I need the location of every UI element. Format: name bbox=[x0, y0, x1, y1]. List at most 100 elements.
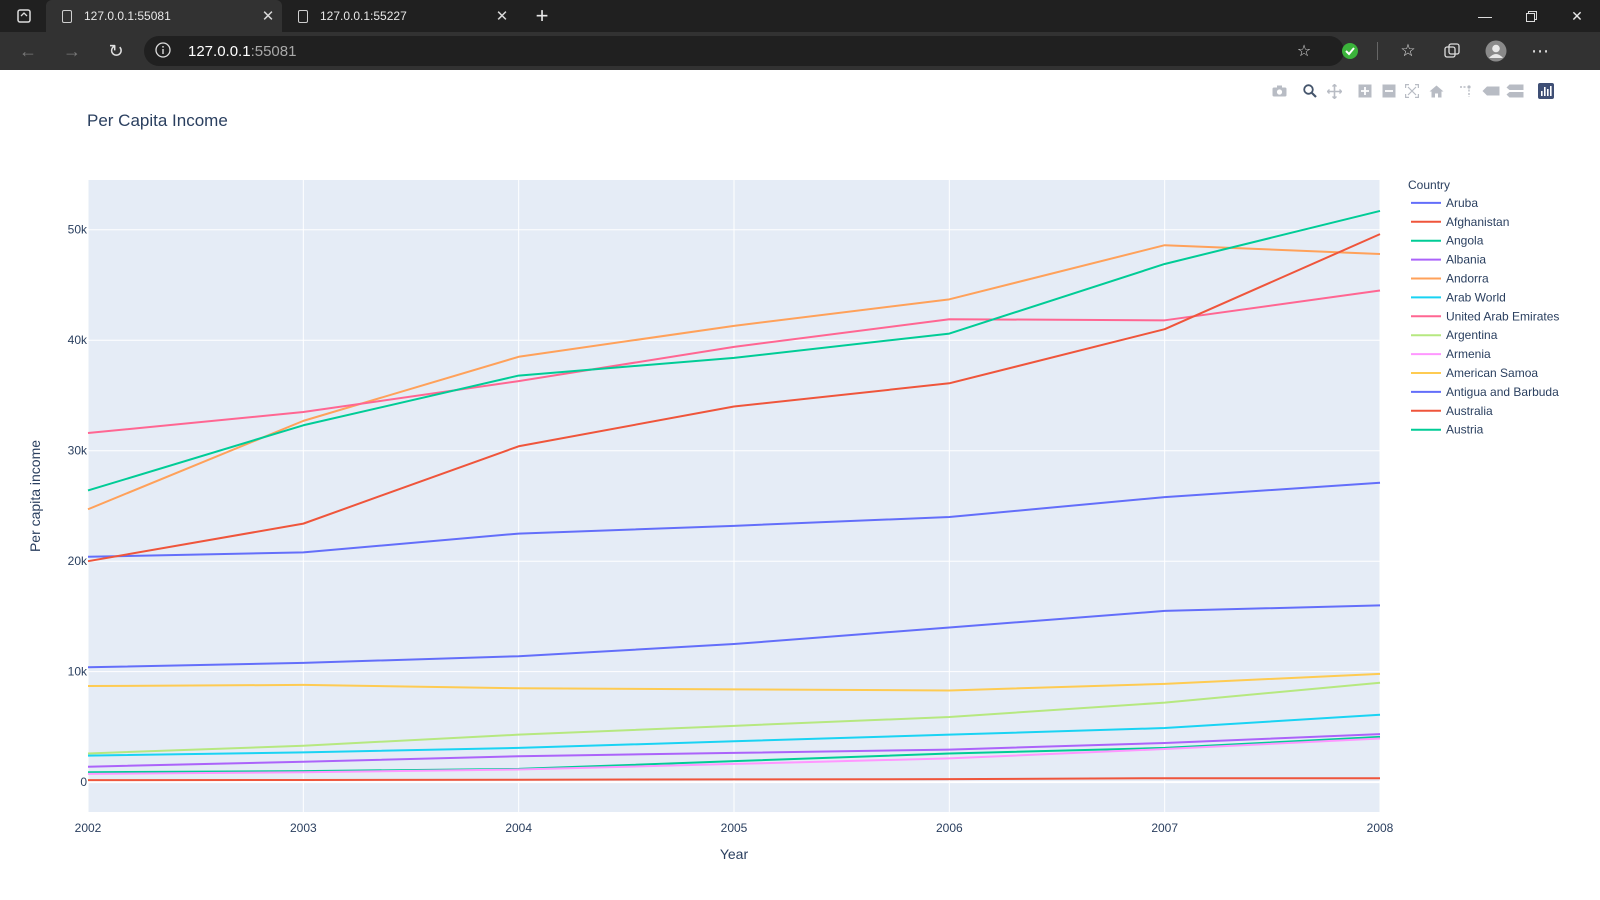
y-tick-label: 20k bbox=[68, 554, 88, 568]
y-tick-label: 0 bbox=[80, 775, 87, 789]
gridlines bbox=[87, 180, 1381, 812]
back-icon[interactable]: ← bbox=[19, 40, 37, 61]
spike-lines-icon[interactable] bbox=[1457, 82, 1475, 100]
legend: Aruba Afghanistan Angola Albania Andorra Arab… bbox=[1411, 196, 1559, 437]
close-icon[interactable]: ✕ bbox=[261, 8, 275, 25]
toolbar-divider bbox=[1377, 42, 1378, 60]
series-line-9[interactable] bbox=[87, 672, 1381, 692]
x-tick-label: 2003 bbox=[290, 821, 317, 835]
legend-label: Andorra bbox=[1446, 272, 1489, 286]
url-port: :55081 bbox=[250, 43, 297, 60]
series-line-11[interactable] bbox=[87, 233, 1381, 563]
restore-icon[interactable] bbox=[1508, 0, 1554, 32]
x-tick-label: 2002 bbox=[75, 821, 102, 835]
tab-inactive[interactable]: 127.0.0.1:55227 ✕ bbox=[282, 0, 516, 32]
x-axis-ticks: 2002 2003 2004 2005 2006 2007 2008 bbox=[75, 821, 1394, 835]
pan-icon[interactable] bbox=[1325, 82, 1343, 100]
legend-label: Antigua and Barbuda bbox=[1446, 385, 1559, 399]
legend-label: Aruba bbox=[1446, 196, 1478, 210]
series-lines bbox=[87, 209, 1381, 782]
series-line-4[interactable] bbox=[87, 244, 1381, 511]
x-tick-label: 2006 bbox=[936, 821, 963, 835]
url-text: 127.0.0.1:55081 bbox=[188, 43, 296, 60]
minimize-icon[interactable]: — bbox=[1478, 8, 1492, 24]
y-axis-ticks: 0 10k 20k 30k 40k 50k bbox=[68, 223, 88, 789]
camera-icon[interactable] bbox=[1270, 82, 1288, 100]
collections-icon[interactable] bbox=[1432, 32, 1472, 70]
address-bar[interactable]: 127.0.0.1:55081 ☆ bbox=[144, 36, 1344, 66]
tab-title: 127.0.0.1:55227 bbox=[320, 9, 407, 23]
legend-title: Country bbox=[1408, 178, 1450, 192]
legend-item[interactable]: Arab World bbox=[1411, 290, 1506, 304]
series-line-3[interactable] bbox=[87, 733, 1381, 768]
new-tab-icon[interactable]: + bbox=[535, 3, 549, 28]
hover-compare-icon[interactable] bbox=[1506, 82, 1524, 100]
autoscale-icon[interactable] bbox=[1403, 82, 1421, 100]
legend-item[interactable]: Aruba bbox=[1411, 196, 1478, 210]
series-line-0[interactable] bbox=[87, 481, 1381, 558]
hover-closest-icon[interactable] bbox=[1482, 82, 1500, 100]
legend-item[interactable]: Angola bbox=[1411, 234, 1484, 248]
legend-label: United Arab Emirates bbox=[1446, 309, 1559, 323]
legend-item[interactable]: Australia bbox=[1411, 404, 1493, 418]
browser-titlebar: 127.0.0.1:55081 ✕ 127.0.0.1:55227 ✕ + — … bbox=[0, 0, 1600, 32]
legend-label: Armenia bbox=[1446, 347, 1491, 361]
shield-check-icon[interactable] bbox=[1330, 32, 1370, 70]
close-icon[interactable]: ✕ bbox=[495, 8, 509, 25]
legend-item[interactable]: American Samoa bbox=[1411, 366, 1538, 380]
zoom-icon[interactable] bbox=[1301, 82, 1319, 100]
legend-label: Australia bbox=[1446, 404, 1493, 418]
legend-label: Albania bbox=[1446, 253, 1486, 267]
tab-title: 127.0.0.1:55081 bbox=[84, 9, 171, 23]
reload-icon[interactable]: ↻ bbox=[108, 40, 124, 61]
series-line-10[interactable] bbox=[87, 604, 1381, 669]
legend-item[interactable]: Antigua and Barbuda bbox=[1411, 385, 1559, 399]
forward-icon[interactable]: → bbox=[63, 40, 81, 61]
series-line-7[interactable] bbox=[87, 681, 1381, 755]
series-line-5[interactable] bbox=[87, 713, 1381, 757]
window-close-icon[interactable]: ✕ bbox=[1571, 7, 1583, 24]
legend-item[interactable]: Austria bbox=[1411, 423, 1484, 437]
home-icon[interactable] bbox=[1427, 82, 1445, 100]
series-line-8[interactable] bbox=[87, 737, 1381, 775]
plotly-logo-icon[interactable] bbox=[1537, 82, 1555, 100]
series-line-2[interactable] bbox=[87, 735, 1381, 774]
legend-item[interactable]: Argentina bbox=[1411, 328, 1498, 342]
favorite-add-icon[interactable]: ☆ bbox=[1296, 43, 1312, 60]
legend-item[interactable]: Afghanistan bbox=[1411, 215, 1509, 229]
y-axis-title: Per capita income bbox=[27, 440, 43, 552]
y-tick-label: 30k bbox=[68, 444, 88, 458]
legend-item[interactable]: United Arab Emirates bbox=[1411, 309, 1559, 323]
legend-item[interactable]: Andorra bbox=[1411, 272, 1489, 286]
legend-label: Afghanistan bbox=[1446, 215, 1509, 229]
legend-label: Arab World bbox=[1446, 290, 1506, 304]
legend-item[interactable]: Armenia bbox=[1411, 347, 1491, 361]
info-icon[interactable] bbox=[154, 41, 172, 59]
x-axis-title: Year bbox=[720, 846, 749, 862]
tab-active[interactable]: 127.0.0.1:55081 ✕ bbox=[46, 0, 282, 32]
url-host: 127.0.0.1 bbox=[188, 43, 251, 60]
legend-label: Austria bbox=[1446, 423, 1484, 437]
y-tick-label: 50k bbox=[68, 223, 88, 237]
browser-toolbar: ← → ↻ 127.0.0.1:55081 ☆ ☆ ⋯ bbox=[0, 32, 1600, 70]
series-line-1[interactable] bbox=[87, 777, 1380, 782]
y-tick-label: 40k bbox=[68, 333, 88, 347]
legend-item[interactable]: Albania bbox=[1411, 253, 1486, 267]
app-menu-icon[interactable] bbox=[2, 0, 46, 32]
favorites-icon[interactable]: ☆ bbox=[1400, 41, 1416, 60]
page-icon bbox=[62, 9, 72, 23]
profile-icon[interactable] bbox=[1476, 32, 1516, 70]
y-tick-label: 10k bbox=[68, 665, 88, 679]
page-icon bbox=[298, 9, 308, 23]
series-line-6[interactable] bbox=[87, 289, 1381, 435]
legend-label: American Samoa bbox=[1446, 366, 1538, 380]
series-line-12[interactable] bbox=[87, 209, 1381, 492]
chart-title: Per Capita Income bbox=[87, 111, 228, 130]
x-tick-label: 2004 bbox=[505, 821, 532, 835]
legend-label: Angola bbox=[1446, 234, 1484, 248]
x-tick-label: 2007 bbox=[1151, 821, 1178, 835]
zoom-in-icon[interactable] bbox=[1356, 82, 1374, 100]
x-tick-label: 2008 bbox=[1367, 821, 1394, 835]
more-icon[interactable]: ⋯ bbox=[1531, 40, 1549, 61]
zoom-out-icon[interactable] bbox=[1380, 82, 1398, 100]
